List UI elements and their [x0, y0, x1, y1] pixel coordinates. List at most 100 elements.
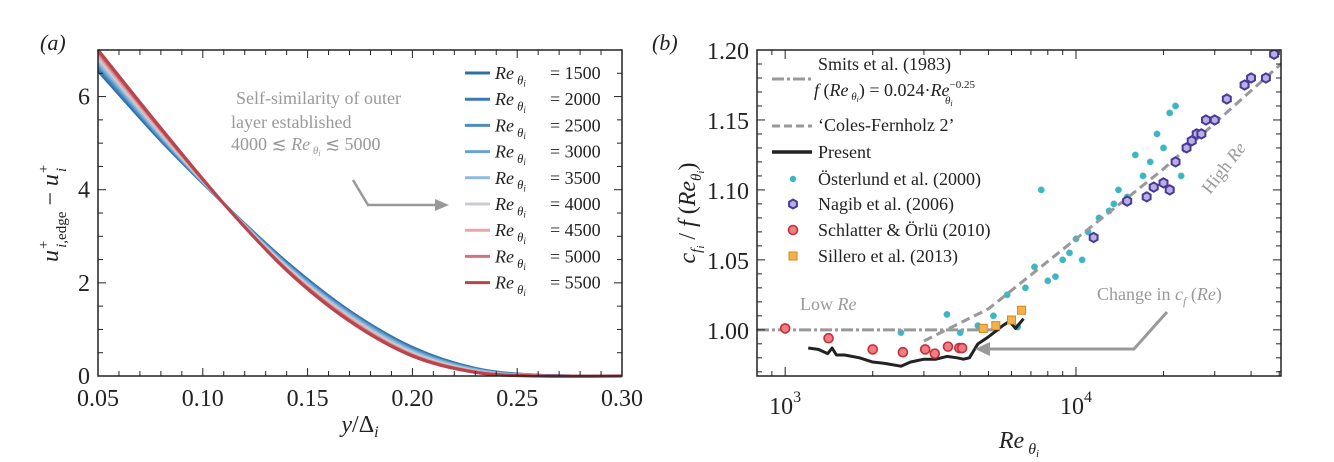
legend-item-4500: Re θi = 4500: [465, 220, 601, 246]
annotation-arrow: [351, 179, 435, 207]
osterlund-point: [1078, 256, 1086, 264]
schlatter-point: [942, 341, 954, 352]
schlatter-point: [897, 346, 909, 358]
nagib-point: [1221, 93, 1232, 105]
osterlund-point: [1153, 130, 1161, 138]
axes-frame: [756, 49, 1282, 377]
osterlund-point: [1115, 186, 1122, 194]
legend-label-sillero: Sillero et al. (2013): [818, 246, 958, 267]
sillero-point: [1006, 315, 1016, 325]
legend-re-label: Re θi: [494, 168, 526, 194]
legend-value: = 2000: [550, 89, 601, 109]
legend-marker-osterlund: [789, 175, 797, 183]
legend-re-label: Re θi: [494, 63, 526, 89]
legend-marker-schlatter: [787, 224, 799, 236]
osterlund-point: [943, 310, 951, 318]
nagib-point: [1088, 231, 1099, 244]
coles-fernholz-line: [923, 62, 1281, 343]
osterlund-point: [1166, 109, 1174, 117]
osterlund-point: [1059, 256, 1067, 264]
nagib-point: [1164, 184, 1175, 196]
osterlund-point: [1177, 172, 1185, 180]
x-tick-label: 0.15: [287, 386, 329, 412]
legend-re-label: Re θi: [494, 142, 526, 168]
annotation-arrowhead: [435, 199, 449, 211]
legend-re-label: Re θi: [494, 273, 526, 299]
osterlund-point: [989, 312, 997, 320]
y-tick-label: 6: [78, 85, 90, 111]
x-tick-label: 0.30: [601, 386, 643, 412]
schlatter-point: [956, 342, 968, 354]
legend-label-coles: ‘Coles-Fernholz 2’: [818, 115, 954, 135]
sillero-point: [978, 323, 988, 333]
sillero-point: [991, 321, 1001, 331]
y-tick-label: 4: [78, 178, 90, 204]
legend: Smits et al. (1983) f (Re θi) = 0.024·Re−…: [772, 54, 990, 267]
osterlund-point: [1146, 158, 1154, 166]
nagib-point: [1239, 79, 1250, 91]
panel-label: (a): [40, 30, 66, 55]
osterlund-point: [1110, 200, 1118, 208]
legend-label-smits: Smits et al. (1983): [818, 54, 951, 75]
legend-item-4000: Re θi = 4000: [465, 194, 601, 220]
nagib-point: [1209, 114, 1220, 126]
legend-label-osterlund: Österlund et al. (2000): [818, 169, 981, 190]
annotation-low-re: Low Re: [800, 294, 856, 314]
nagib-point: [1201, 114, 1211, 126]
nagib-point: [1170, 156, 1181, 168]
legend-item-1500: Re θi = 1500: [465, 63, 601, 89]
legend-re-label: Re θi: [494, 246, 526, 272]
legend-value: = 3500: [550, 168, 601, 188]
x-axis-label: Re θi: [998, 428, 1039, 460]
legend-value: = 5000: [550, 246, 601, 266]
annotation-line-3: 4000 ≲ Re θi ≲ 5000: [231, 134, 381, 158]
panel-label: (b): [652, 30, 678, 55]
x-tick-label: 0.10: [182, 386, 224, 412]
nagib-point: [1196, 128, 1207, 140]
osterlund-point: [1031, 263, 1038, 271]
schlatter-point: [867, 344, 879, 355]
panel-b: (b) 103 104 1.00 1.05 1.10 1.15 1.20 Re θi cfi / …: [652, 30, 1282, 460]
sillero-point: [1017, 305, 1027, 315]
osterlund-point: [1052, 273, 1059, 281]
y-tick-label: 1.10: [707, 179, 749, 205]
x-axis-label: y/Δi: [339, 412, 378, 441]
legend-label-present: Present: [818, 142, 871, 162]
schlatter-point: [779, 323, 791, 334]
x-tick-label: 103: [769, 389, 801, 420]
legend-label-nagib: Nagib et al. (2006): [818, 194, 954, 215]
x-tick-label: 0.25: [496, 386, 538, 412]
osterlund-point: [1131, 151, 1139, 159]
schlatter-point: [929, 348, 941, 359]
osterlund-point: [1139, 172, 1147, 180]
legend-value: = 4500: [550, 220, 601, 240]
y-tick-label: 0: [78, 364, 90, 390]
nagib-point: [1261, 72, 1271, 84]
nagib-point: [1122, 195, 1133, 207]
osterlund-point: [1172, 102, 1180, 110]
legend-item-3500: Re θi = 3500: [465, 168, 601, 194]
y-axis-label: u+ i,edge − u+ i: [36, 164, 70, 262]
annotation-arrow: [990, 311, 1169, 351]
legend-value: = 2500: [550, 115, 601, 135]
schlatter-point: [823, 332, 834, 344]
plot-area: [757, 50, 1281, 368]
legend-re-label: Re θi: [494, 220, 526, 246]
legend-value: = 5500: [550, 273, 601, 293]
legend-item-2000: Re θi = 2000: [465, 89, 601, 115]
x-tick-label: 0.05: [77, 386, 119, 412]
nagib-point: [1148, 181, 1159, 193]
annotation-arrowhead: [975, 342, 990, 356]
legend-label-smits-formula: f (Re θi) = 0.024·Re−0.25 θi: [814, 79, 975, 108]
legend-re-label: Re θi: [494, 115, 526, 141]
osterlund-point: [1021, 284, 1029, 292]
schlatter-point: [919, 344, 931, 355]
nagib-point: [1158, 177, 1169, 189]
legend-item-5500: Re θi = 5500: [465, 273, 601, 299]
annotation-line-1: Self-similarity of outer: [236, 88, 401, 108]
x-tick-label: 104: [1060, 389, 1092, 420]
osterlund-point: [1160, 144, 1167, 152]
osterlund-point: [1066, 249, 1073, 257]
series-line-1500: [97, 70, 623, 378]
